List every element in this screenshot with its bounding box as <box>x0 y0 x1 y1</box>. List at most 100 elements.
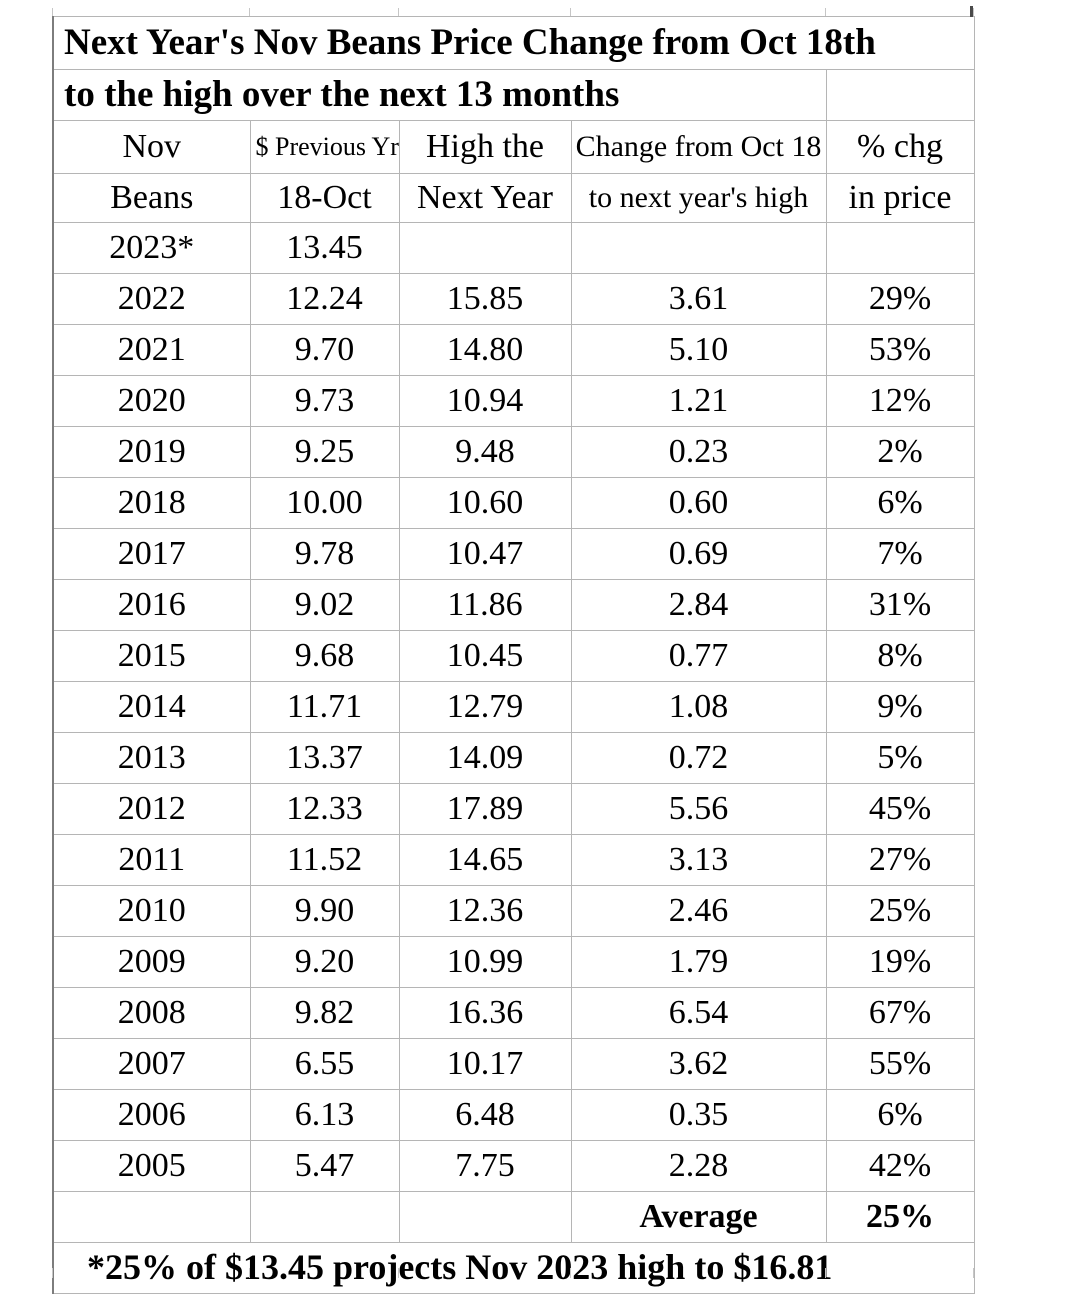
cell-oct18-price: 9.20 <box>249 936 400 988</box>
cell-next-year-high: 11.86 <box>398 579 572 631</box>
title-row-1: Next Year's Nov Beans Price Change from … <box>52 16 975 70</box>
cell-pct-change: 31% <box>825 579 975 631</box>
table-row: 2005 5.47 7.75 2.28 42% <box>52 1140 975 1192</box>
cell-next-year-high: 12.36 <box>398 885 572 937</box>
cell-year: 2011 <box>52 834 251 886</box>
table-row: 2008 9.82 16.36 6.54 67% <box>52 987 975 1039</box>
cell-year: 2012 <box>52 783 251 835</box>
gridline-tick <box>973 1268 974 1278</box>
table-row: 2006 6.13 6.48 0.35 6% <box>52 1089 975 1141</box>
cell-change: 0.23 <box>570 426 827 478</box>
footnote-row: *25% of $13.45 projects Nov 2023 high to… <box>52 1242 975 1294</box>
gridline-tick <box>825 8 826 16</box>
gridline-tick <box>398 1268 399 1278</box>
cell-year: 2020 <box>52 375 251 427</box>
table-row: 2021 9.70 14.80 5.10 53% <box>52 324 975 376</box>
gridline-tick <box>973 8 974 16</box>
gridline-tick <box>398 8 399 16</box>
cell-next-year-high: 10.45 <box>398 630 572 682</box>
table-row: 2018 10.00 10.60 0.60 6% <box>52 477 975 529</box>
gridline-tick <box>825 1268 826 1278</box>
col-header-pct-chg: % chg <box>825 120 975 174</box>
cell-oct18-price: 10.00 <box>249 477 400 529</box>
cell-change: 1.79 <box>570 936 827 988</box>
col-header-high: High the <box>398 120 572 174</box>
cell-next-year-high: 14.80 <box>398 324 572 376</box>
cell-change: 0.35 <box>570 1089 827 1141</box>
cell-year: 2016 <box>52 579 251 631</box>
table-title-line1: Next Year's Nov Beans Price Change from … <box>52 16 975 70</box>
cell-change: 3.61 <box>570 273 827 325</box>
cell-change: 2.84 <box>570 579 827 631</box>
empty-cell <box>398 1191 572 1243</box>
header-row-2: Beans 18-Oct Next Year to next year's hi… <box>52 173 975 223</box>
table-row: 2023* 13.45 <box>52 222 975 274</box>
cell-year: 2008 <box>52 987 251 1039</box>
table-title-line2: to the high over the next 13 months <box>52 69 827 121</box>
empty-cell <box>249 1191 400 1243</box>
table-row: 2020 9.73 10.94 1.21 12% <box>52 375 975 427</box>
cell-change: 0.72 <box>570 732 827 784</box>
table-row: 2011 11.52 14.65 3.13 27% <box>52 834 975 886</box>
cell-year: 2019 <box>52 426 251 478</box>
cell-pct-change: 42% <box>825 1140 975 1192</box>
cell-next-year-high: 15.85 <box>398 273 572 325</box>
cell-change: 0.69 <box>570 528 827 580</box>
table-row: 2016 9.02 11.86 2.84 31% <box>52 579 975 631</box>
cell-pct-change: 6% <box>825 477 975 529</box>
cell-next-year-high: 7.75 <box>398 1140 572 1192</box>
cell-change: 1.21 <box>570 375 827 427</box>
table-row: 2022 12.24 15.85 3.61 29% <box>52 273 975 325</box>
cell-pct-change: 2% <box>825 426 975 478</box>
cell-year: 2018 <box>52 477 251 529</box>
empty-cell <box>52 1191 251 1243</box>
gridline-tick <box>52 8 53 16</box>
table-row: 2010 9.90 12.36 2.46 25% <box>52 885 975 937</box>
cell-oct18-price: 9.25 <box>249 426 400 478</box>
cell-oct18-price: 12.33 <box>249 783 400 835</box>
cell-year: 2007 <box>52 1038 251 1090</box>
cell-next-year-high: 16.36 <box>398 987 572 1039</box>
cell-change: 1.08 <box>570 681 827 733</box>
col-header-nov-beans: Nov <box>52 120 251 174</box>
table-row: 2014 11.71 12.79 1.08 9% <box>52 681 975 733</box>
cell-oct18-price: 13.45 <box>249 222 400 274</box>
gridline-tick <box>570 1268 571 1278</box>
gridline-tick <box>570 8 571 16</box>
cell-change: 5.56 <box>570 783 827 835</box>
cell-change: 2.46 <box>570 885 827 937</box>
col-header-pct-chg-2: in price <box>825 173 975 223</box>
cell-year: 2022 <box>52 273 251 325</box>
cell-next-year-high: 10.60 <box>398 477 572 529</box>
cell-change: 6.54 <box>570 987 827 1039</box>
col-header-change-2: to next year's high <box>570 173 827 223</box>
cell-change: 0.77 <box>570 630 827 682</box>
table-row: 2013 13.37 14.09 0.72 5% <box>52 732 975 784</box>
gridline-tick-dark <box>970 6 973 17</box>
cell-pct-change: 29% <box>825 273 975 325</box>
table-row: 2017 9.78 10.47 0.69 7% <box>52 528 975 580</box>
cell-year: 2010 <box>52 885 251 937</box>
cell-next-year-high: 6.48 <box>398 1089 572 1141</box>
cell-pct-change: 53% <box>825 324 975 376</box>
cell-next-year-high: 17.89 <box>398 783 572 835</box>
col-header-nov-beans-2: Beans <box>52 173 251 223</box>
cell-oct18-price: 9.78 <box>249 528 400 580</box>
gridline-tick <box>249 8 250 16</box>
average-pct-value: 25% <box>825 1191 975 1243</box>
footnote-text: *25% of $13.45 projects Nov 2023 high to… <box>52 1242 975 1294</box>
cell-next-year-high: 12.79 <box>398 681 572 733</box>
cell-pct-change: 67% <box>825 987 975 1039</box>
cell-year: 2005 <box>52 1140 251 1192</box>
cell-year: 2006 <box>52 1089 251 1141</box>
cell-change: 3.62 <box>570 1038 827 1090</box>
table-row: 2012 12.33 17.89 5.56 45% <box>52 783 975 835</box>
cell-oct18-price: 6.55 <box>249 1038 400 1090</box>
title-row-2: to the high over the next 13 months <box>52 69 975 121</box>
average-label: Average <box>570 1191 827 1243</box>
cell-next-year-high: 10.17 <box>398 1038 572 1090</box>
col-header-previous-yr-2: 18-Oct <box>249 173 400 223</box>
cell-oct18-price: 6.13 <box>249 1089 400 1141</box>
cell-oct18-price: 11.52 <box>249 834 400 886</box>
